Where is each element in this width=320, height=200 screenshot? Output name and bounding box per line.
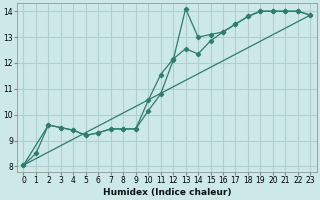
X-axis label: Humidex (Indice chaleur): Humidex (Indice chaleur) — [103, 188, 231, 197]
